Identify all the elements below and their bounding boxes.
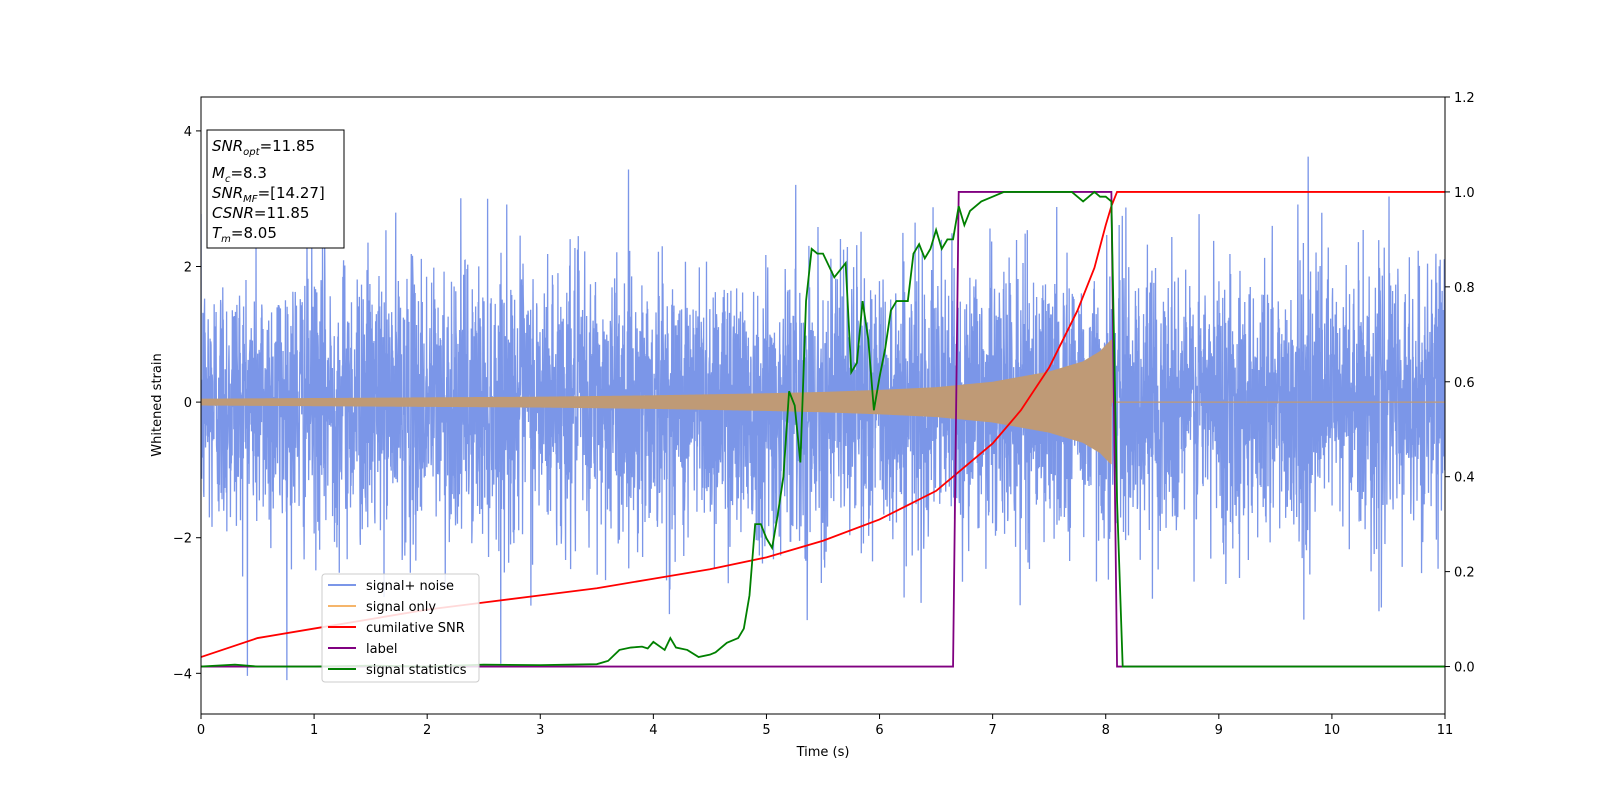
y2-axis-ticks: 0.0 0.2 0.4 0.6 0.8 1.0 1.2 <box>1445 91 1475 676</box>
y-axis-ticks: −4 −2 0 2 4 <box>173 125 201 682</box>
info-snr-opt: SNRopt=11.85 <box>212 137 315 158</box>
x-tick-label: 3 <box>536 723 544 738</box>
legend-label-cumulative-snr: cumilative SNR <box>366 621 465 636</box>
series-signal-statistics <box>201 190 1445 668</box>
x-tick-label: 5 <box>762 723 770 738</box>
x-tick-label: 7 <box>988 723 996 738</box>
series-signal-noise <box>201 156 1445 681</box>
legend: signal+ noise signal only cumilative SNR… <box>321 573 480 683</box>
y-tick-label: 0 <box>184 396 192 411</box>
legend-frame <box>321 573 480 683</box>
legend-label-signal-statistics: signal statistics <box>366 663 467 678</box>
x-tick-label: 1 <box>310 723 318 738</box>
x-tick-label: 4 <box>649 723 657 738</box>
series-signal-only <box>201 339 1445 465</box>
x-tick-label: 0 <box>197 723 205 738</box>
y2-tick-label: 0.0 <box>1454 661 1475 676</box>
y-tick-label: 4 <box>184 125 192 140</box>
y2-tick-label: 1.2 <box>1454 91 1475 106</box>
y2-tick-label: 0.6 <box>1454 376 1475 391</box>
y-axis-label: Whitened strain <box>150 353 165 456</box>
legend-label-signal-only: signal only <box>366 600 436 615</box>
x-tick-label: 8 <box>1102 723 1110 738</box>
x-axis-ticks: 0 1 2 3 4 5 6 7 8 9 10 11 <box>197 714 1453 738</box>
y-tick-label: 2 <box>184 261 192 276</box>
info-csnr: CSNR=11.85 <box>212 204 309 222</box>
y2-tick-label: 0.2 <box>1454 566 1475 581</box>
y2-tick-label: 1.0 <box>1454 186 1475 201</box>
x-tick-label: 10 <box>1324 723 1341 738</box>
legend-label-signal-noise: signal+ noise <box>366 579 454 594</box>
legend-label-label: label <box>366 642 397 657</box>
x-axis-label: Time (s) <box>796 745 850 760</box>
x-tick-label: 2 <box>423 723 431 738</box>
x-tick-label: 9 <box>1215 723 1223 738</box>
y-tick-label: −2 <box>173 532 192 547</box>
info-snr-mf: SNRMF=[14.27] <box>212 184 325 205</box>
info-box: SNRopt=11.85 Mc=8.3 SNRMF=[14.27] CSNR=1… <box>206 129 345 249</box>
y2-tick-label: 0.8 <box>1454 281 1475 296</box>
plot-frame <box>200 96 1446 715</box>
info-tm: Tm=8.05 <box>212 224 277 245</box>
y-tick-label: −4 <box>173 667 192 682</box>
x-tick-label: 11 <box>1437 723 1454 738</box>
x-tick-label: 6 <box>875 723 883 738</box>
y2-tick-label: 0.4 <box>1454 471 1475 486</box>
info-mc: Mc=8.3 <box>212 164 267 185</box>
info-box-frame <box>206 129 345 249</box>
